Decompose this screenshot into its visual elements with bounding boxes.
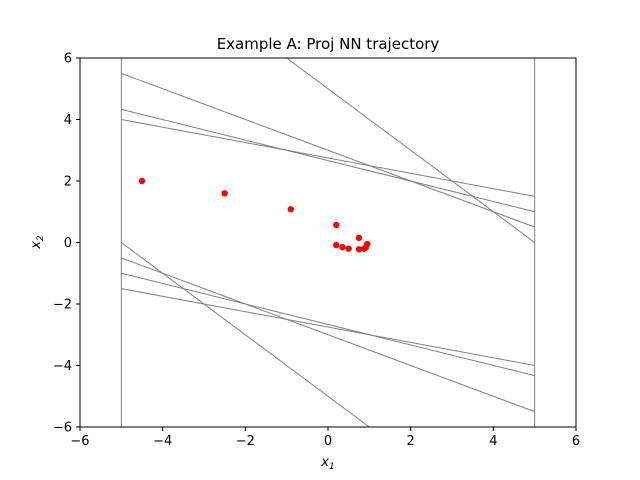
y-axis-label-sub: 2 <box>36 235 46 241</box>
constraint-line-3 <box>121 72 535 228</box>
constraint-line-6 <box>286 58 535 243</box>
y-axis-ticks: −6 −4 −2 0 2 4 6 <box>53 52 80 436</box>
trajectory-point-2 <box>221 190 228 197</box>
constraint-lines <box>120 58 536 427</box>
x-tick-label: 2 <box>407 434 415 449</box>
constraint-line-10 <box>121 288 535 366</box>
trajectory-points <box>138 177 371 253</box>
trajectory-point-5 <box>355 234 363 242</box>
x-tick-label: 6 <box>572 434 580 449</box>
y-tick-label: −2 <box>53 298 72 313</box>
y-tick-label: 2 <box>64 175 72 190</box>
y-axis-label: x2 <box>29 235 46 250</box>
trajectory-point-4 <box>333 221 340 229</box>
x-axis-ticks: −6 −4 −2 0 2 4 6 <box>70 427 580 449</box>
trajectory-point-8 <box>361 245 368 252</box>
y-tick-label: 4 <box>64 113 72 128</box>
x-axis-label-base: x <box>320 455 329 470</box>
trajectory-point-10 <box>345 245 352 252</box>
y-tick-label: 0 <box>64 236 72 251</box>
x-tick-label: 0 <box>324 434 332 449</box>
constraint-line-8 <box>121 257 535 413</box>
y-tick-label: −6 <box>53 421 72 436</box>
y-tick-label: −4 <box>53 359 72 374</box>
x-axis-label-sub: 1 <box>329 462 335 472</box>
trajectory-point-11 <box>339 243 346 251</box>
trajectory-point-3 <box>287 206 294 213</box>
x-tick-label: −4 <box>153 434 172 449</box>
chart-title: Example A: Proj NN trajectory <box>217 35 440 53</box>
x-tick-label: 4 <box>489 434 497 449</box>
constraint-line-9 <box>121 272 535 377</box>
y-axis-label-base: x <box>29 241 44 250</box>
constraint-line-4 <box>121 108 535 213</box>
trajectory-point-12 <box>333 241 340 249</box>
constraint-line-5 <box>121 119 535 197</box>
y-tick-label: 6 <box>64 52 72 67</box>
x-tick-label: −2 <box>236 434 255 449</box>
x-axis-label: x1 <box>320 455 334 472</box>
trajectory-point-9 <box>355 246 363 253</box>
trajectory-point-1 <box>138 177 146 185</box>
x-tick-label: −6 <box>70 434 89 449</box>
